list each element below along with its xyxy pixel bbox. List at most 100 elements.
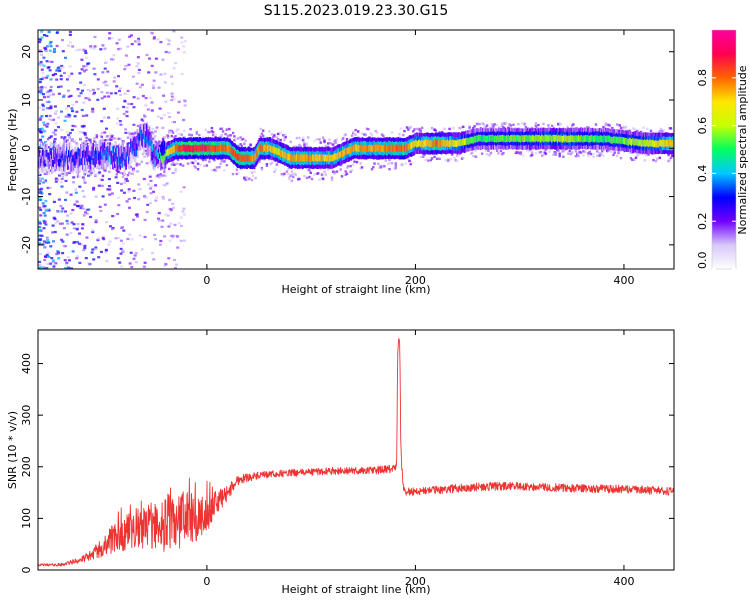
spectrogram-halo-cell — [211, 131, 215, 134]
spectrogram-halo-cell — [141, 123, 145, 127]
spectrogram-noise-cell — [146, 108, 150, 111]
spectrogram-halo-cell — [453, 156, 456, 160]
spectrogram-ridge-cell — [352, 145, 354, 152]
spectrogram-ridge-cell — [346, 147, 349, 155]
spectrogram-ridge-cell — [148, 135, 151, 143]
spectrogram-ridge-cell — [508, 134, 510, 142]
spectrogram-noise-cell — [107, 95, 111, 98]
spectrogram-noise-cell — [42, 93, 45, 96]
spectrogram-halo-cell — [221, 130, 225, 133]
spectrogram-noise-cell — [164, 213, 168, 216]
spectrogram-ridge-cell — [101, 153, 104, 160]
spectrogram-ridge-cell — [43, 151, 46, 165]
spectrogram-ridge-cell — [474, 135, 476, 143]
spectrogram-noise-cell — [143, 235, 147, 239]
spectrogram-halo-cell — [418, 129, 421, 132]
spectrogram-ridge-cell — [43, 160, 46, 168]
spectrogram-halo-cell — [522, 154, 525, 157]
spectrogram-ridge-cell — [124, 159, 126, 167]
spectrogram-noise-cell — [137, 43, 141, 46]
spectrogram-halo-cell — [215, 166, 219, 169]
spectrogram-halo-cell — [449, 158, 452, 161]
spectrogram-noise-cell — [167, 225, 171, 228]
spectrogram-halo-cell — [298, 177, 301, 181]
spectrogram-ridge-cell — [372, 145, 374, 153]
spectrogram-noise-cell — [40, 128, 44, 131]
spectrogram-ridge-cell — [87, 154, 90, 162]
spectrogram-halo-cell — [344, 170, 347, 173]
spectrogram-noise-cell — [174, 62, 178, 65]
spectrogram-noise-cell — [54, 122, 58, 125]
spectrogram-noise-cell — [77, 242, 81, 245]
spectrogram-noise-cell — [170, 75, 173, 78]
spectrogram-ridge-cell — [666, 139, 669, 147]
spectrogram-noise-cell — [168, 115, 172, 119]
spectrogram-noise-cell — [118, 261, 122, 264]
spectrogram-ridge-cell — [542, 135, 545, 143]
spectrogram-halo-cell — [109, 133, 112, 136]
spectrogram-halo-cell — [53, 139, 56, 143]
spectrogram-halo-cell — [607, 149, 610, 152]
spectrogram-noise-cell — [119, 93, 122, 96]
spectrogram-noise-cell — [61, 66, 65, 69]
spectrogram-noise-cell — [78, 185, 82, 188]
spectrogram-ridge-cell — [86, 143, 89, 157]
spectrogram-ridge-cell — [187, 145, 189, 153]
spectrogram-ridge-cell — [328, 154, 330, 162]
spectrogram-ridge-cell — [236, 153, 238, 160]
spectrogram-ridge-cell — [54, 150, 57, 164]
spectrogram-ridge-cell — [121, 153, 124, 168]
spectrogram-ridge-cell — [247, 154, 249, 162]
spectrogram-halo-cell — [106, 135, 110, 138]
spectrogram-ridge-cell — [659, 139, 661, 147]
spectrogram-noise-cell — [42, 64, 46, 67]
spectrogram-ridge-cell — [47, 152, 49, 167]
spectrogram-ridge-cell — [57, 159, 60, 166]
spectrogram-ridge-cell — [183, 144, 185, 152]
spectrogram-noise-cell — [103, 131, 107, 134]
spectrogram-halo-cell — [500, 124, 504, 127]
spectrogram-ridge-cell — [102, 144, 105, 152]
spectrogram-noise-cell — [81, 190, 85, 193]
spectrogram-ridge-cell — [477, 135, 479, 143]
spectrogram-ridge-cell — [465, 138, 467, 145]
spectrogram-ridge-cell — [571, 135, 574, 143]
spectrogram-x-tick-label: 400 — [613, 274, 634, 287]
spectrogram-halo-cell — [90, 171, 93, 174]
spectrogram-ridge-cell — [199, 144, 201, 152]
spectrogram-ridge-cell — [535, 134, 537, 142]
spectrogram-noise-cell — [85, 56, 88, 59]
spectrogram-noise-cell — [39, 78, 42, 81]
spectrogram-halo-cell — [154, 140, 157, 143]
spectrogram-halo-cell — [524, 125, 528, 129]
spectrogram-ridge-cell — [522, 135, 524, 143]
spectrogram-halo-cell — [525, 149, 529, 152]
spectrogram-halo-cell — [236, 137, 240, 140]
spectrogram-noise-cell — [131, 75, 135, 78]
spectrogram-noise-cell — [38, 182, 41, 185]
spectrogram-ridge-cell — [42, 148, 45, 156]
spectrogram-halo-cell — [183, 129, 186, 133]
spectrogram-ridge-cell — [652, 139, 655, 147]
spectrogram-ridge-cell — [93, 149, 95, 163]
spectrogram-ridge-cell — [296, 154, 298, 161]
spectrogram-halo-cell — [218, 166, 221, 169]
spectrogram-ridge-cell — [655, 140, 657, 147]
spectrogram-ridge-cell — [191, 145, 194, 153]
spectrogram-noise-cell — [81, 223, 85, 226]
spectrogram-halo-cell — [125, 177, 128, 181]
spectrogram-halo-cell — [151, 132, 155, 135]
spectrogram-noise-cell — [182, 51, 186, 54]
spectrogram-ridge-cell — [515, 135, 518, 143]
spectrogram-halo-cell — [355, 160, 359, 164]
spectrogram-ridge-cell — [207, 144, 210, 152]
spectrogram-ridge-cell — [293, 155, 295, 162]
spectrogram-ridge-cell — [244, 155, 246, 162]
spectrogram-ridge-cell — [317, 154, 320, 162]
spectrogram-ridge-cell — [324, 155, 326, 162]
spectrogram-ridge-cell — [246, 154, 248, 162]
spectrogram-ridge-cell — [84, 152, 87, 166]
spectrogram-noise-cell — [38, 206, 42, 209]
spectrogram-ridge-cell — [351, 145, 353, 153]
spectrogram-noise-cell — [83, 132, 87, 135]
